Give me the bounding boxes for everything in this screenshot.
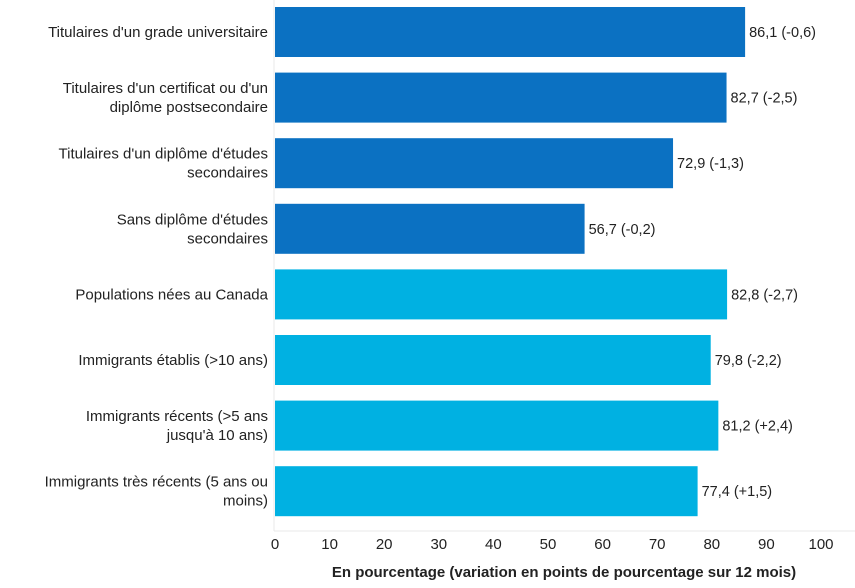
- category-label: Populations nées au Canada: [75, 286, 268, 303]
- category-label: moins): [223, 493, 268, 510]
- bar: [275, 7, 746, 57]
- x-tick-label: 10: [321, 536, 338, 553]
- data-label: 56,7 (-0,2): [589, 222, 656, 238]
- x-tick-label: 60: [594, 536, 611, 553]
- category-label: Titulaires d'un certificat ou d'un: [63, 80, 268, 97]
- category-label: Immigrants très récents (5 ans ou: [45, 474, 268, 491]
- x-tick-label: 20: [376, 536, 393, 553]
- x-tick-label: 0: [271, 536, 279, 553]
- bar: [275, 138, 674, 189]
- data-label: 86,1 (-0,6): [749, 25, 816, 41]
- category-label: secondaires: [187, 230, 268, 247]
- category-label: diplôme postsecondaire: [110, 99, 268, 116]
- x-tick-label: 100: [808, 536, 833, 553]
- data-label: 77,4 (+1,5): [702, 484, 773, 500]
- bar: [275, 72, 727, 123]
- data-label: 82,8 (-2,7): [731, 287, 798, 303]
- bar: [275, 466, 698, 517]
- category-label: jusqu'à 10 ans): [166, 427, 268, 444]
- bar: [275, 269, 728, 320]
- data-label: 72,9 (-1,3): [677, 156, 744, 172]
- data-label: 81,2 (+2,4): [722, 419, 793, 435]
- x-tick-label: 50: [540, 536, 557, 553]
- bar: [275, 335, 711, 385]
- x-tick-label: 30: [430, 536, 447, 553]
- category-label: secondaires: [187, 165, 268, 182]
- x-tick-label: 40: [485, 536, 502, 553]
- x-axis-title: En pourcentage (variation en points de p…: [332, 564, 796, 581]
- category-label: Immigrants établis (>10 ans): [78, 352, 268, 369]
- x-tick-label: 70: [649, 536, 666, 553]
- x-tick-label: 90: [758, 536, 775, 553]
- category-label: Sans diplôme d'études: [117, 211, 268, 228]
- data-label: 82,7 (-2,5): [731, 91, 798, 107]
- bar: [275, 203, 585, 254]
- bar: [275, 400, 719, 451]
- category-label: Titulaires d'un grade universitaire: [48, 24, 268, 41]
- category-label: Titulaires d'un diplôme d'études: [59, 146, 268, 163]
- category-label: Immigrants récents (>5 ans: [86, 408, 268, 425]
- data-label: 79,8 (-2,2): [715, 353, 782, 369]
- x-tick-label: 80: [703, 536, 720, 553]
